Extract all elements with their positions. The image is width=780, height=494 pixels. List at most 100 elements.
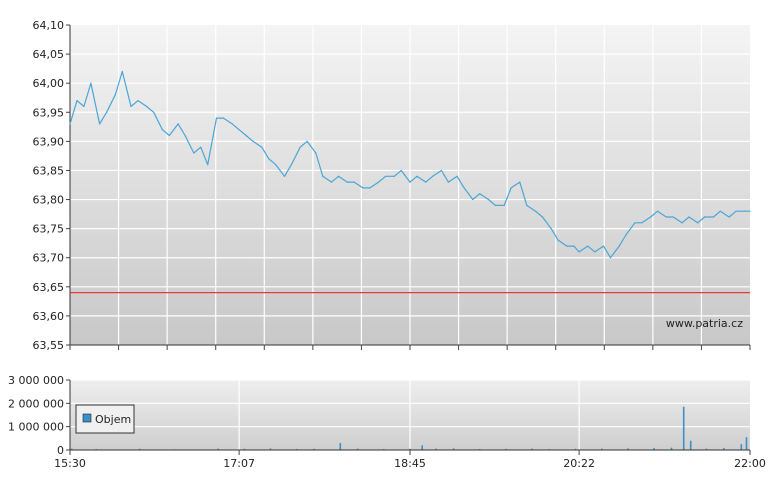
volume-bar <box>627 448 629 450</box>
price-series <box>69 70 751 259</box>
volume-x-tick-label: 18:45 <box>394 457 426 470</box>
price-point <box>409 181 411 183</box>
price-point <box>346 181 348 183</box>
price-point <box>534 210 537 212</box>
volume-bar <box>435 448 437 450</box>
volume-bar <box>339 443 342 450</box>
price-point <box>290 164 292 166</box>
price-point <box>200 146 202 148</box>
price-point <box>463 187 465 189</box>
price-point <box>238 129 240 131</box>
price-point <box>330 181 333 183</box>
legend-label: Objem <box>95 413 131 426</box>
price-point <box>283 175 286 177</box>
volume-bar <box>601 448 603 450</box>
volume-y-tick-label: 3 000 000 <box>8 374 64 387</box>
price-point <box>153 111 155 113</box>
volume-x-tick-label: 22:00 <box>734 457 766 470</box>
volume-bar <box>452 448 455 450</box>
volume-bar <box>70 448 73 450</box>
price-point <box>472 198 474 201</box>
price-point <box>526 204 528 206</box>
volume-bar <box>745 437 748 450</box>
price-point <box>90 82 92 84</box>
price-point <box>425 181 427 183</box>
price-point <box>322 175 324 177</box>
price-point <box>566 245 568 247</box>
price-point <box>245 134 247 137</box>
price-point <box>550 228 552 230</box>
price-point <box>137 100 139 102</box>
price-y-tick-label: 64,10 <box>33 19 65 32</box>
price-point <box>744 210 746 212</box>
price-point <box>83 105 85 108</box>
volume-y-tick-label: 2 000 000 <box>8 397 64 410</box>
price-point <box>130 105 132 108</box>
volume-bar <box>653 448 655 450</box>
price-y-tick-label: 63,65 <box>33 281 65 294</box>
volume-y-tick-label: 1 000 000 <box>8 421 64 434</box>
price-y-tick-label: 63,95 <box>33 106 65 119</box>
price-point <box>268 158 270 160</box>
price-point <box>393 175 395 177</box>
price-point <box>735 210 737 212</box>
price-point <box>168 134 170 137</box>
volume-bar <box>723 448 725 450</box>
price-point <box>146 105 148 108</box>
price-point <box>479 193 481 195</box>
price-point <box>385 175 387 177</box>
price-x-ticks <box>69 345 751 350</box>
price-point <box>416 175 418 177</box>
price-point <box>432 175 434 177</box>
price-point <box>378 181 380 183</box>
price-point <box>400 169 402 172</box>
price-y-tick-label: 63,60 <box>33 310 65 323</box>
price-point <box>177 123 179 125</box>
price-point <box>222 117 224 119</box>
price-point <box>557 239 559 241</box>
volume-x-tick-label: 20:22 <box>563 457 595 470</box>
price-point <box>650 216 652 218</box>
price-point <box>447 181 449 183</box>
volume-x-tick-label: 17:07 <box>223 457 255 470</box>
price-y-ticks: 64,10 64,05 64,00 63,95 63,90 63,85 63,80 63,75… <box>33 19 71 352</box>
price-point <box>573 245 575 247</box>
volume-bar <box>574 448 577 450</box>
price-point <box>602 245 605 247</box>
price-point <box>519 181 521 183</box>
legend-swatch <box>82 413 92 423</box>
volume-bar <box>243 448 246 450</box>
price-point <box>609 257 612 259</box>
price-y-tick-label: 64,00 <box>33 77 65 90</box>
price-point <box>184 134 186 137</box>
price-point <box>594 251 596 253</box>
volume-bar <box>409 448 411 450</box>
price-point <box>503 204 505 206</box>
price-point <box>440 169 442 172</box>
price-point <box>114 94 116 96</box>
price-point <box>161 129 163 131</box>
price-point <box>712 216 715 218</box>
volume-bar <box>689 440 692 450</box>
price-grid <box>70 25 750 345</box>
price-point <box>231 123 233 125</box>
volume-bar <box>421 445 423 450</box>
volume-bar <box>670 447 673 450</box>
price-point <box>337 175 340 177</box>
volume-bar <box>740 444 743 450</box>
price-point <box>315 152 317 154</box>
price-point <box>681 222 683 224</box>
price-point <box>369 187 371 189</box>
volume-bar <box>682 406 685 450</box>
price-point <box>299 146 301 148</box>
price-point <box>456 175 458 177</box>
volume-bar <box>705 448 708 450</box>
volume-x-ticks: 15:30 17:07 18:45 20:22 22:00 <box>54 450 766 470</box>
volume-bar <box>313 448 315 450</box>
price-point <box>672 216 674 218</box>
volume-bar <box>138 448 141 450</box>
price-point <box>99 123 101 125</box>
